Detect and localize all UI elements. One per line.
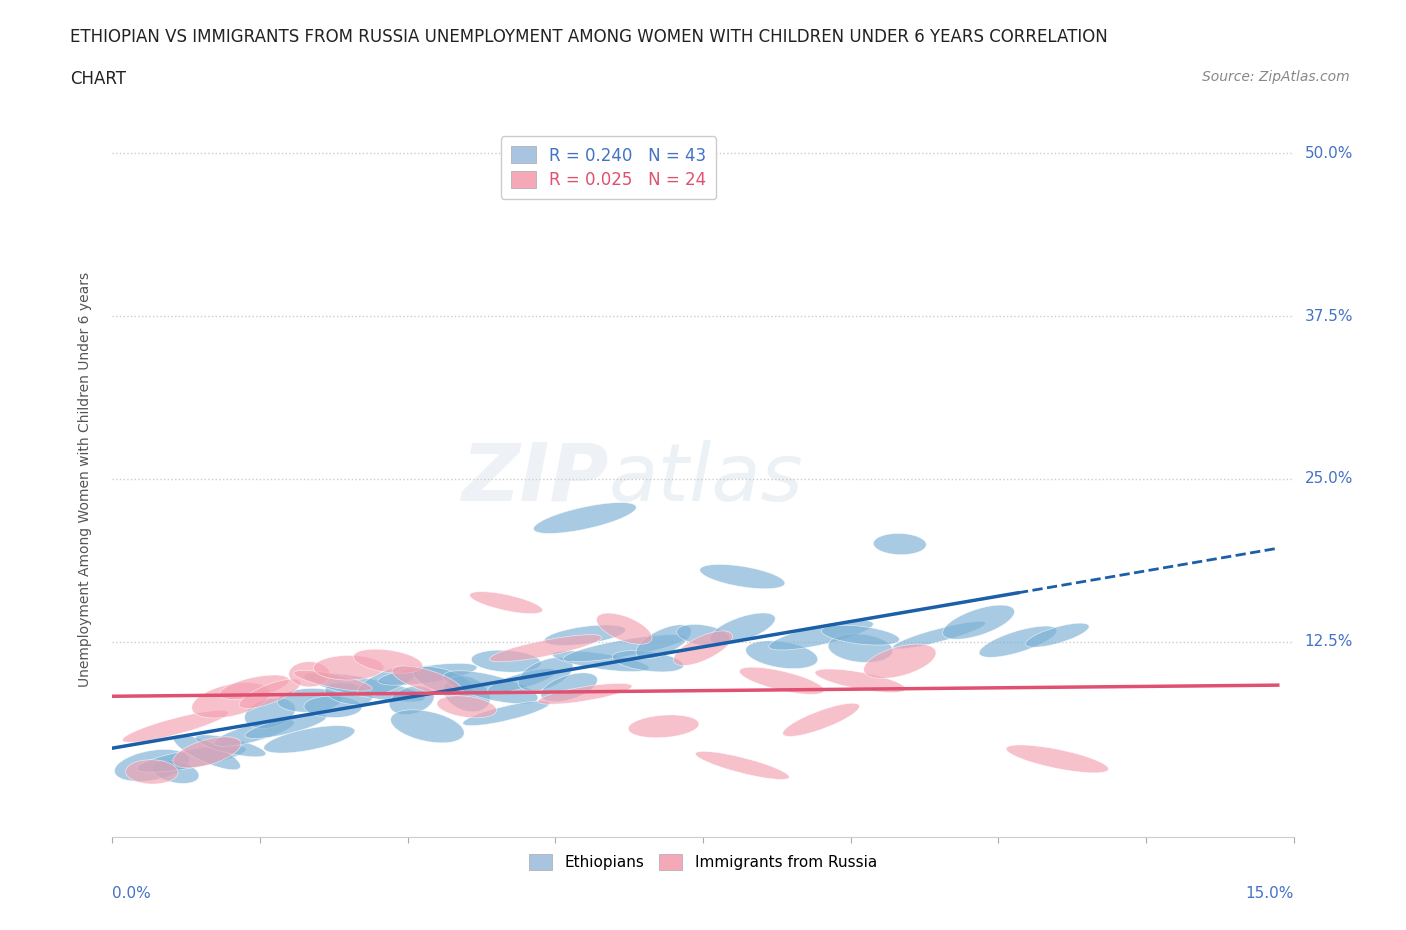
Ellipse shape bbox=[152, 761, 200, 783]
Ellipse shape bbox=[264, 725, 354, 753]
Ellipse shape bbox=[745, 641, 818, 669]
Ellipse shape bbox=[828, 634, 893, 662]
Ellipse shape bbox=[277, 688, 342, 712]
Ellipse shape bbox=[873, 534, 927, 554]
Text: 37.5%: 37.5% bbox=[1305, 309, 1353, 324]
Legend: Ethiopians, Immigrants from Russia: Ethiopians, Immigrants from Russia bbox=[520, 845, 886, 880]
Ellipse shape bbox=[676, 624, 730, 646]
Ellipse shape bbox=[173, 737, 240, 768]
Ellipse shape bbox=[863, 644, 936, 678]
Ellipse shape bbox=[114, 750, 190, 781]
Ellipse shape bbox=[628, 715, 699, 737]
Ellipse shape bbox=[288, 661, 330, 687]
Ellipse shape bbox=[489, 634, 602, 662]
Ellipse shape bbox=[357, 666, 419, 696]
Ellipse shape bbox=[533, 502, 637, 534]
Ellipse shape bbox=[443, 671, 538, 704]
Ellipse shape bbox=[245, 698, 295, 728]
Text: Source: ZipAtlas.com: Source: ZipAtlas.com bbox=[1202, 70, 1350, 84]
Ellipse shape bbox=[122, 711, 229, 742]
Ellipse shape bbox=[437, 696, 496, 718]
Ellipse shape bbox=[1025, 623, 1090, 647]
Text: 25.0%: 25.0% bbox=[1305, 472, 1353, 486]
Ellipse shape bbox=[304, 672, 425, 702]
Text: ETHIOPIAN VS IMMIGRANTS FROM RUSSIA UNEMPLOYMENT AMONG WOMEN WITH CHILDREN UNDER: ETHIOPIAN VS IMMIGRANTS FROM RUSSIA UNEM… bbox=[70, 28, 1108, 46]
Ellipse shape bbox=[294, 671, 373, 691]
Ellipse shape bbox=[710, 613, 775, 644]
Ellipse shape bbox=[541, 672, 598, 702]
Ellipse shape bbox=[245, 714, 326, 738]
Ellipse shape bbox=[815, 669, 905, 693]
Ellipse shape bbox=[636, 625, 692, 658]
Ellipse shape bbox=[219, 675, 290, 699]
Ellipse shape bbox=[470, 591, 543, 614]
Ellipse shape bbox=[391, 710, 464, 743]
Ellipse shape bbox=[314, 656, 384, 680]
Ellipse shape bbox=[195, 735, 266, 757]
Ellipse shape bbox=[596, 613, 652, 644]
Ellipse shape bbox=[413, 667, 472, 695]
Ellipse shape bbox=[488, 669, 557, 693]
Ellipse shape bbox=[463, 701, 550, 725]
Ellipse shape bbox=[191, 683, 270, 718]
Ellipse shape bbox=[553, 651, 650, 671]
Text: 15.0%: 15.0% bbox=[1246, 886, 1294, 901]
Ellipse shape bbox=[239, 679, 301, 709]
Ellipse shape bbox=[564, 635, 685, 661]
Ellipse shape bbox=[696, 751, 789, 779]
Ellipse shape bbox=[392, 666, 463, 696]
Text: 50.0%: 50.0% bbox=[1305, 146, 1353, 161]
Ellipse shape bbox=[700, 565, 785, 589]
Ellipse shape bbox=[893, 621, 986, 649]
Ellipse shape bbox=[942, 605, 1015, 639]
Ellipse shape bbox=[979, 626, 1057, 658]
Ellipse shape bbox=[389, 686, 434, 714]
Ellipse shape bbox=[353, 649, 423, 673]
Ellipse shape bbox=[821, 625, 900, 645]
Ellipse shape bbox=[769, 620, 873, 650]
Ellipse shape bbox=[544, 625, 626, 645]
Ellipse shape bbox=[1007, 745, 1108, 773]
Ellipse shape bbox=[304, 696, 361, 718]
Text: ZIP: ZIP bbox=[461, 440, 609, 518]
Y-axis label: Unemployment Among Women with Children Under 6 years: Unemployment Among Women with Children U… bbox=[77, 272, 91, 686]
Ellipse shape bbox=[136, 746, 246, 772]
Ellipse shape bbox=[443, 676, 491, 711]
Ellipse shape bbox=[783, 703, 859, 737]
Text: CHART: CHART bbox=[70, 70, 127, 87]
Ellipse shape bbox=[378, 663, 477, 685]
Ellipse shape bbox=[125, 760, 179, 784]
Ellipse shape bbox=[517, 658, 574, 691]
Ellipse shape bbox=[173, 735, 240, 770]
Ellipse shape bbox=[612, 651, 683, 671]
Text: 12.5%: 12.5% bbox=[1305, 634, 1353, 649]
Ellipse shape bbox=[673, 631, 733, 666]
Text: atlas: atlas bbox=[609, 440, 803, 518]
Text: 0.0%: 0.0% bbox=[112, 886, 152, 901]
Ellipse shape bbox=[214, 719, 294, 747]
Ellipse shape bbox=[325, 683, 373, 705]
Ellipse shape bbox=[740, 667, 824, 695]
Ellipse shape bbox=[471, 650, 541, 672]
Ellipse shape bbox=[538, 684, 631, 704]
